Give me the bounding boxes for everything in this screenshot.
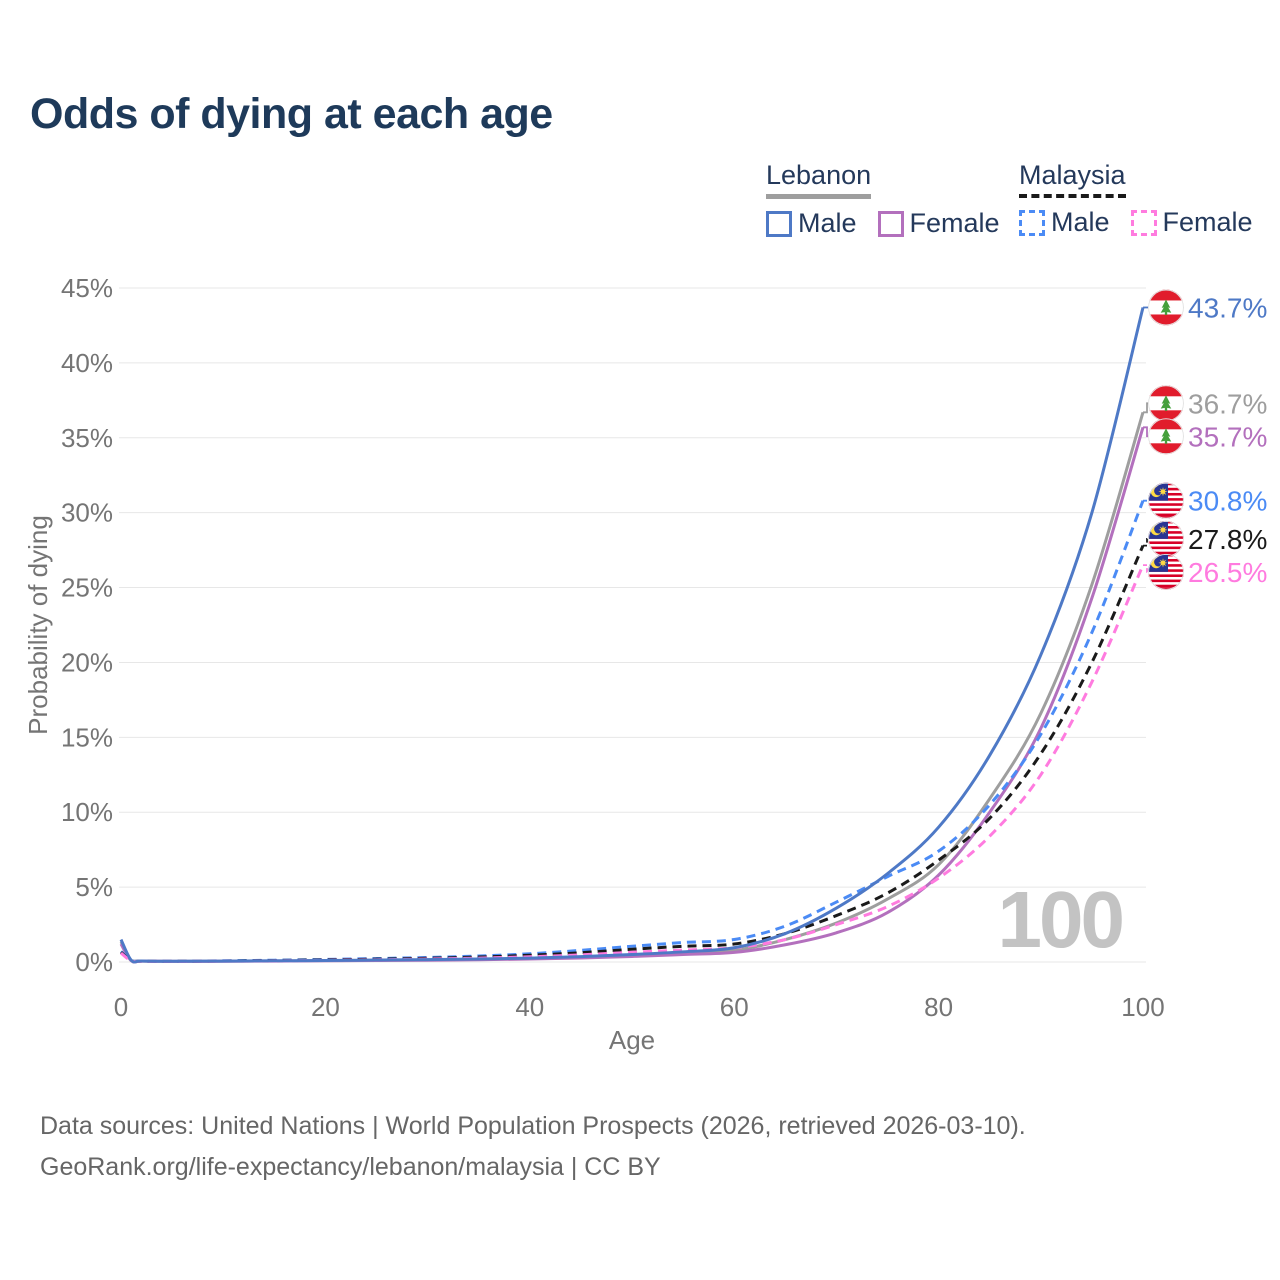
y-tick-label: 30%: [61, 498, 113, 528]
end-value-label-malaysia-female: 26.5%: [1188, 557, 1267, 588]
x-tick-label: 0: [114, 992, 128, 1022]
end-value-label-lebanon-male: 43.7%: [1188, 292, 1267, 323]
malaysia-flag-icon: [1148, 521, 1184, 557]
y-tick-label: 45%: [61, 273, 113, 303]
lebanon-male-swatch-icon: [766, 210, 792, 237]
y-tick-label: 10%: [61, 797, 113, 827]
end-value-label-lebanon: 36.7%: [1188, 388, 1267, 419]
legend-malaysia-male[interactable]: Male: [1019, 207, 1110, 238]
footer-line2: GeoRank.org/life-expectancy/lebanon/mala…: [40, 1153, 661, 1181]
malaysia-male-swatch-icon: [1019, 209, 1045, 236]
legend-malaysia-female[interactable]: Female: [1130, 207, 1253, 238]
malaysia-combined-line-swatch: [1019, 194, 1126, 198]
y-tick-label: 0%: [75, 947, 113, 977]
legend-malaysia-toggle[interactable]: Malaysia: [1019, 160, 1126, 198]
x-axis-title: Age: [609, 1025, 655, 1055]
y-tick-label: 40%: [61, 348, 113, 378]
legend-lebanon-female-label: Female: [909, 208, 1000, 238]
series-line-lebanon[interactable]: [119, 411, 1145, 964]
chart-title: Odds of dying at each age: [30, 90, 553, 138]
lebanon-flag-icon: [1148, 289, 1184, 325]
y-tick-label: 20%: [61, 647, 113, 677]
legend-malaysia-label: Malaysia: [1019, 160, 1126, 190]
chart-plot: 100 0% 5% 10% 15% 20% 25% 30% 35% 40% 45% 0 20 40 60 80…: [23, 273, 1267, 1055]
y-tick-label: 25%: [61, 573, 113, 603]
malaysia-female-swatch-icon: [1130, 209, 1157, 236]
x-tick-label: 80: [924, 992, 953, 1022]
y-tick-label: 5%: [75, 872, 113, 902]
y-axis-title: Probability of dying: [23, 515, 53, 735]
lebanon-flag-icon: [1148, 385, 1184, 421]
x-tick-label: 20: [311, 992, 340, 1022]
lebanon-combined-line-swatch: [766, 194, 872, 199]
x-tick-label: 40: [515, 992, 544, 1022]
age-watermark: 100: [998, 875, 1123, 964]
legend-lebanon-male-label: Male: [798, 208, 857, 238]
legend-lebanon-female[interactable]: Female: [877, 208, 1000, 239]
footer-line1: Data sources: United Nations | World Pop…: [40, 1112, 1026, 1140]
end-value-label-malaysia: 27.8%: [1188, 524, 1267, 555]
end-value-label-malaysia-male: 30.8%: [1188, 486, 1267, 517]
series-line-malaysia-male[interactable]: [119, 500, 1145, 963]
data-source-note: Data sources: United Nations | World Pop…: [40, 1106, 1026, 1188]
legend-lebanon-label: Lebanon: [766, 160, 872, 190]
leader-malaysia: [1143, 537, 1151, 547]
series-line-malaysia-female[interactable]: [120, 564, 1145, 964]
end-value-label-lebanon-female: 35.7%: [1188, 421, 1267, 452]
lebanon-female-swatch-icon: [877, 210, 904, 237]
gridlines: 0% 5% 10% 15% 20% 25% 30% 35% 40% 45%: [61, 273, 1146, 977]
leader-malaysia-female: [1143, 564, 1151, 573]
series-line-lebanon-male[interactable]: [119, 307, 1145, 964]
legend-lebanon-male[interactable]: Male: [766, 208, 857, 239]
lebanon-flag-icon: [1148, 418, 1184, 454]
y-tick-label: 35%: [61, 423, 113, 453]
legend-group-lebanon: Lebanon Male Female: [766, 160, 1021, 239]
legend-group-malaysia: Malaysia Male Female: [1019, 160, 1274, 238]
y-tick-label: 15%: [61, 722, 113, 752]
legend-lebanon-toggle[interactable]: Lebanon: [766, 160, 872, 199]
malaysia-flag-icon: [1148, 554, 1184, 590]
malaysia-flag-icon: [1148, 483, 1184, 519]
series-line-malaysia[interactable]: [120, 545, 1145, 963]
legend-malaysia-female-label: Female: [1162, 207, 1253, 237]
x-tick-label: 100: [1121, 992, 1164, 1022]
x-tick-label: 60: [720, 992, 749, 1022]
legend-malaysia-male-label: Male: [1051, 207, 1110, 237]
series-line-lebanon-female[interactable]: [119, 426, 1145, 964]
